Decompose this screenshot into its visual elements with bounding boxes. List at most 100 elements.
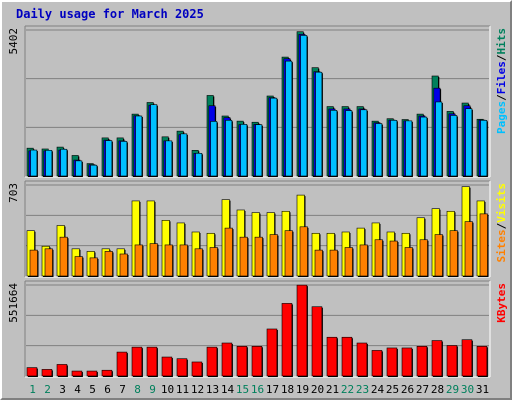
bar-sites xyxy=(239,236,248,277)
bar-sites xyxy=(419,239,428,277)
bar-sites xyxy=(59,236,68,277)
bar-pages xyxy=(75,160,83,177)
bar-sites xyxy=(389,240,398,277)
bar-kbytes xyxy=(206,346,218,377)
y-max-label: 551664 xyxy=(7,283,20,323)
legend-text: Visits xyxy=(495,183,508,223)
bar-kbytes xyxy=(86,370,98,377)
x-tick-label: 7 xyxy=(119,383,126,396)
bar-kbytes xyxy=(131,346,143,377)
bar-sites xyxy=(89,257,98,277)
x-tick-label: 11 xyxy=(176,383,189,396)
bar-pages xyxy=(240,124,248,177)
bar-sites xyxy=(194,248,203,277)
bar-pages xyxy=(345,110,353,177)
legend-hits-files-pages: Pages/Files/Hits xyxy=(495,28,508,134)
bar-kbytes xyxy=(356,342,368,377)
bar-pages xyxy=(405,120,413,177)
bar-sites xyxy=(329,249,338,277)
chart-title: Daily usage for March 2025 xyxy=(16,7,204,21)
bar-sites xyxy=(464,221,473,277)
bar-kbytes xyxy=(446,345,458,377)
bar-pages xyxy=(300,35,308,177)
bar-sites xyxy=(134,244,143,277)
bar-pages xyxy=(90,164,98,177)
x-tick-label: 16 xyxy=(251,383,264,396)
x-tick-label: 20 xyxy=(311,383,324,396)
bar-pages xyxy=(390,120,398,177)
bar-sites xyxy=(434,234,443,277)
bar-sites xyxy=(314,249,323,277)
x-tick-label: 4 xyxy=(74,383,81,396)
x-tick-label: 6 xyxy=(104,383,111,396)
x-tick-label: 19 xyxy=(296,383,309,396)
x-tick-label: 27 xyxy=(416,383,429,396)
legend-text: / xyxy=(495,222,508,229)
x-tick-label: 23 xyxy=(356,383,369,396)
bar-sites xyxy=(74,256,83,277)
bar-sites xyxy=(479,213,488,277)
bar-sites xyxy=(164,244,173,277)
legend-visits-sites: Sites/Visits xyxy=(495,183,508,263)
bar-pages xyxy=(120,141,128,177)
bar-kbytes xyxy=(251,346,263,377)
bar-sites xyxy=(269,234,278,277)
bar-sites xyxy=(404,247,413,277)
bar-kbytes xyxy=(161,356,173,377)
bar-kbytes xyxy=(431,340,443,377)
x-tick-label: 25 xyxy=(386,383,399,396)
legend-text: Sites xyxy=(495,229,508,262)
bar-sites xyxy=(29,249,38,277)
bar-pages xyxy=(60,148,68,177)
x-tick-label: 29 xyxy=(446,383,459,396)
legend-text: / xyxy=(495,94,508,101)
bar-kbytes xyxy=(476,346,488,377)
x-tick-label: 17 xyxy=(266,383,279,396)
bar-pages xyxy=(195,152,203,177)
x-tick-label: 14 xyxy=(221,383,235,396)
bar-pages xyxy=(360,109,368,177)
bar-kbytes xyxy=(266,328,278,377)
x-tick-label: 5 xyxy=(89,383,96,396)
x-tick-label: 21 xyxy=(326,383,339,396)
bar-pages xyxy=(45,150,53,177)
bar-sites xyxy=(374,239,383,277)
x-tick-label: 15 xyxy=(236,383,249,396)
bar-kbytes xyxy=(386,347,398,377)
bar-kbytes xyxy=(71,370,83,377)
x-tick-label: 24 xyxy=(371,383,385,396)
bar-pages xyxy=(375,123,383,177)
bar-sites xyxy=(344,247,353,277)
bar-sites xyxy=(119,253,128,277)
x-tick-label: 3 xyxy=(59,383,66,396)
x-tick-label: 9 xyxy=(149,383,156,396)
bar-kbytes xyxy=(416,346,428,377)
bar-kbytes xyxy=(296,284,308,377)
legend-text: Pages xyxy=(495,101,508,134)
x-tick-label: 31 xyxy=(476,383,489,396)
x-tick-label: 28 xyxy=(431,383,444,396)
bar-pages xyxy=(150,104,158,177)
bar-pages xyxy=(480,120,488,177)
bar-pages xyxy=(315,71,323,177)
bar-kbytes xyxy=(116,351,128,377)
bar-sites xyxy=(254,236,263,277)
y-max-label: 5402 xyxy=(7,28,20,55)
bar-sites xyxy=(104,251,113,277)
bar-kbytes xyxy=(41,369,53,377)
bar-pages xyxy=(135,115,143,177)
bar-sites xyxy=(449,230,458,277)
bar-pages xyxy=(285,60,293,177)
bar-kbytes xyxy=(281,303,293,377)
bar-sites xyxy=(224,227,233,277)
bar-kbytes xyxy=(191,361,203,377)
bar-sites xyxy=(209,247,218,277)
x-tick-label: 8 xyxy=(134,383,141,396)
bar-kbytes xyxy=(371,350,383,377)
bar-pages xyxy=(30,149,38,177)
bar-kbytes xyxy=(341,336,353,377)
y-max-label: 703 xyxy=(7,183,20,203)
bar-pages xyxy=(165,140,173,177)
bar-kbytes xyxy=(176,358,188,377)
